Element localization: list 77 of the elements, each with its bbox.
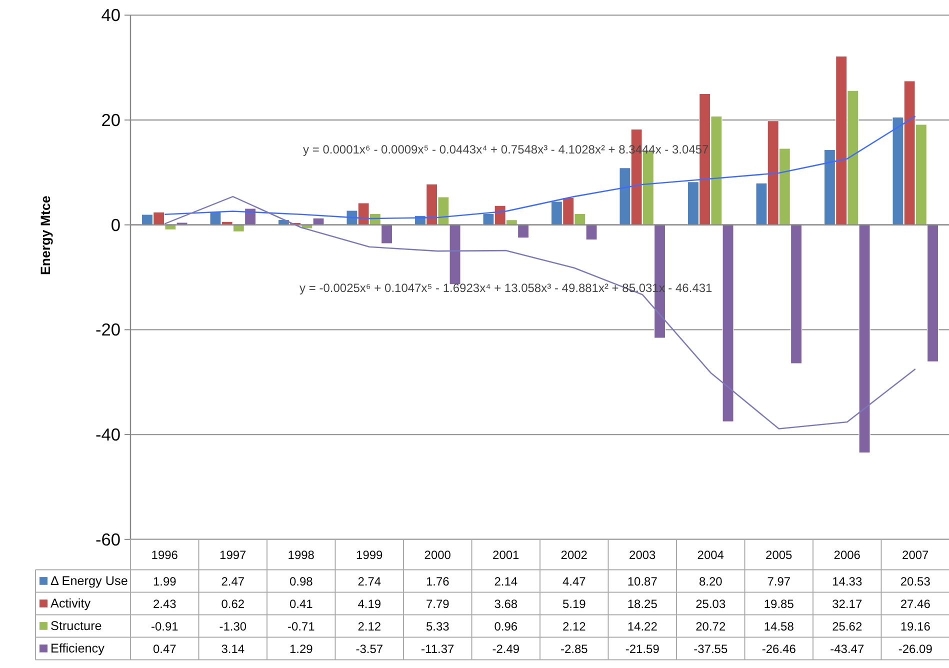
data-label: 14.33	[832, 574, 862, 588]
data-label: 7.97	[767, 574, 791, 588]
data-label: 5.33	[426, 619, 450, 634]
y-tick-label: 40	[101, 5, 121, 26]
data-label: 4.19	[358, 596, 382, 611]
data-label: 19.16	[900, 619, 931, 634]
data-label: -11.37	[421, 642, 455, 656]
legend-label: Δ Energy Use	[50, 574, 128, 588]
data-label: 25.62	[832, 619, 862, 634]
line-series	[164, 196, 916, 430]
line-series	[164, 116, 916, 220]
data-label: 2.14	[494, 574, 518, 588]
data-label: 1.29	[289, 642, 314, 656]
data-label: 10.87	[627, 574, 658, 588]
x-tick-label: 1999	[356, 548, 384, 562]
data-label: 1.76	[426, 574, 450, 588]
y-tick-label: -40	[95, 424, 120, 445]
data-label: -2.85	[560, 642, 588, 656]
x-tick-label: 2005	[766, 548, 793, 562]
data-label: -0.91	[150, 619, 179, 634]
legend-label: Efficiency	[50, 641, 106, 656]
data-label: -43.47	[830, 642, 864, 656]
data-label: 19.85	[764, 596, 794, 611]
data-label: -37.55	[694, 642, 728, 656]
data-label: 18.25	[627, 596, 658, 611]
data-label: 2.12	[358, 619, 382, 634]
x-tick-label: 2002	[560, 548, 588, 562]
x-tick-label: 1996	[151, 548, 178, 562]
data-label: 2.12	[562, 619, 586, 634]
x-tick-label: 1998	[288, 548, 315, 562]
data-label: -26.46	[762, 642, 796, 656]
legend-label: Structure	[50, 618, 102, 633]
y-tick-label: -60	[95, 529, 120, 550]
data-label: 20.53	[900, 574, 931, 588]
data-label: 0.41	[289, 596, 314, 611]
data-label: -26.09	[898, 642, 933, 656]
data-label: 25.03	[696, 596, 726, 611]
data-label: -3.57	[356, 642, 384, 656]
data-label: 7.79	[426, 596, 450, 611]
data-label: 4.47	[562, 574, 586, 588]
data-label: -2.49	[492, 642, 520, 656]
data-label: 14.58	[764, 619, 794, 634]
data-label: 2.43	[152, 596, 177, 611]
data-label: 20.72	[696, 619, 726, 634]
bar	[926, 224, 939, 362]
data-label: 32.17	[832, 596, 862, 611]
x-tick-label: 1997	[220, 548, 247, 562]
data-label: 0.62	[221, 596, 245, 611]
data-label: 0.96	[494, 619, 518, 634]
x-tick-label: 2004	[697, 548, 724, 562]
data-label: 8.20	[698, 574, 723, 588]
data-label: 14.22	[627, 619, 658, 634]
data-label: 1.99	[152, 574, 177, 588]
data-label: -1.30	[219, 619, 247, 634]
x-tick-label: 2007	[902, 548, 930, 562]
data-label: 27.46	[900, 596, 931, 611]
y-axis-title: Energy Mtce	[38, 196, 53, 275]
x-tick-label: 2000	[424, 548, 452, 562]
data-label: 2.74	[358, 574, 382, 588]
data-label: -21.59	[625, 642, 660, 656]
x-tick-label: 2003	[629, 548, 656, 562]
y-tick-label: -20	[95, 320, 120, 340]
x-tick-label: 2006	[834, 548, 861, 562]
y-tick-label: 20	[101, 110, 121, 130]
data-label: 5.19	[562, 596, 586, 611]
y-tick-label: 0	[110, 214, 121, 235]
data-label: 0.47	[152, 642, 177, 656]
data-label: -0.71	[287, 619, 316, 634]
bar	[517, 224, 530, 238]
data-label: 3.68	[494, 596, 518, 611]
data-label: 2.47	[221, 574, 245, 588]
data-label: 3.14	[221, 642, 245, 656]
data-label: 0.98	[289, 574, 314, 588]
x-tick-label: 2001	[492, 548, 520, 562]
legend-label: Activity	[50, 596, 92, 610]
bar	[790, 224, 802, 364]
bar	[380, 224, 393, 244]
